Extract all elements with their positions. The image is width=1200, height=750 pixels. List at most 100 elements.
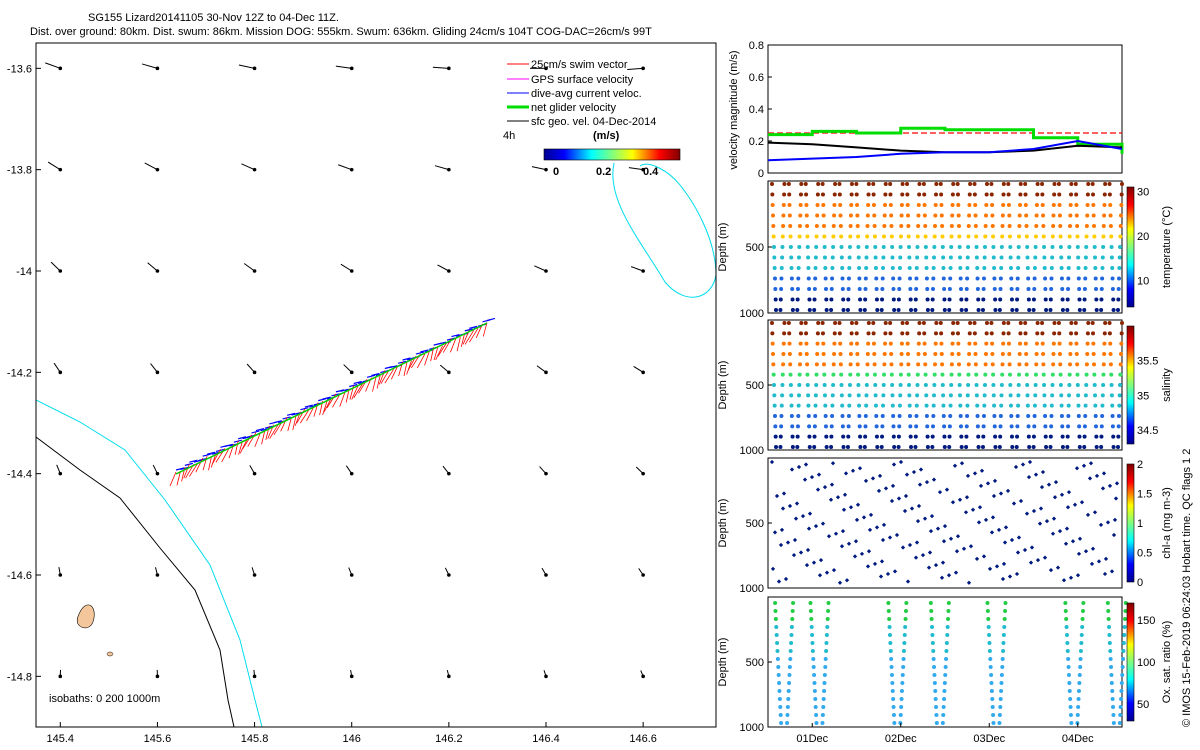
section-point — [1057, 529, 1063, 534]
section-point — [796, 266, 801, 270]
section-point — [1077, 681, 1082, 685]
section-point — [889, 234, 894, 239]
section-point — [805, 224, 810, 228]
section-point — [864, 266, 869, 270]
swim-vector — [435, 345, 443, 360]
swim-vector — [269, 424, 279, 439]
section-point — [846, 434, 851, 439]
section-point — [914, 266, 919, 270]
legend-sfc: sfc geo. vel. 04-Dec-2014 — [531, 116, 656, 128]
section-point — [810, 649, 815, 653]
section-point — [899, 224, 904, 228]
section-point — [914, 287, 919, 291]
section-point — [883, 486, 889, 491]
section-point — [848, 234, 853, 239]
section-point — [804, 331, 809, 336]
section-point — [1002, 625, 1007, 629]
velocity-arrow-base — [641, 573, 645, 577]
section-point — [973, 213, 978, 218]
section-point — [991, 393, 996, 398]
section-point — [1040, 182, 1045, 186]
section-point — [996, 527, 1002, 533]
section-point — [771, 213, 775, 218]
section-point — [1084, 362, 1089, 367]
velocity-arrow — [434, 165, 449, 171]
section-point — [924, 414, 929, 418]
legend-swim: 25cm/s swim vector — [531, 59, 628, 71]
section-point — [886, 609, 891, 613]
section-point — [905, 341, 910, 346]
section-point — [795, 445, 800, 449]
section-point — [932, 255, 937, 260]
section-point — [1107, 321, 1112, 325]
velocity-frame — [767, 44, 1123, 174]
section-point — [947, 308, 952, 312]
section-point — [992, 414, 997, 418]
section-point — [795, 424, 800, 429]
section-point — [1121, 641, 1126, 645]
section-point — [975, 414, 980, 418]
section-point — [1058, 372, 1063, 377]
section-point — [894, 532, 900, 538]
section-point — [772, 245, 776, 249]
section-point — [880, 276, 885, 281]
section-point — [888, 182, 893, 186]
section-point — [972, 331, 977, 336]
section-point — [877, 473, 883, 478]
section-point — [855, 362, 860, 367]
section-point — [890, 403, 895, 408]
section-point — [1024, 224, 1029, 228]
section-point — [966, 224, 971, 228]
section-point — [1074, 203, 1079, 207]
velocity-arrow — [627, 67, 644, 70]
section-point — [1017, 362, 1022, 367]
section-point — [881, 255, 886, 260]
section-point — [908, 434, 913, 439]
section-point — [772, 255, 777, 260]
section-point — [807, 287, 812, 291]
section-point — [854, 192, 859, 197]
section-point — [1050, 531, 1056, 536]
section-point — [1083, 549, 1089, 554]
section-point — [841, 507, 847, 512]
dac-vector — [300, 407, 309, 411]
section-point — [873, 403, 878, 408]
swim-vector — [280, 417, 288, 432]
section-point — [913, 434, 918, 439]
section-point — [1116, 434, 1121, 439]
section-point — [1069, 321, 1074, 325]
section-point — [780, 506, 786, 511]
section-point — [876, 488, 882, 494]
section-point — [778, 297, 783, 302]
section-point — [1063, 541, 1069, 546]
section-point — [955, 192, 960, 197]
section-point — [814, 383, 819, 387]
section-point — [1116, 445, 1120, 449]
section-point — [908, 424, 913, 429]
section-point — [1110, 403, 1115, 408]
section-point — [1111, 445, 1116, 449]
section-point — [1034, 352, 1039, 356]
section-point — [904, 601, 909, 605]
swim-vector — [221, 447, 230, 463]
colorbar-tick-0: 0 — [553, 166, 559, 178]
section-point — [1033, 245, 1038, 249]
section-point — [908, 287, 913, 291]
section-point — [1108, 649, 1113, 653]
velocity-arrow-base — [349, 66, 354, 71]
section-point — [883, 192, 888, 197]
swim-vector — [287, 416, 292, 432]
section-point — [983, 362, 988, 367]
section-point — [874, 414, 879, 418]
section-point — [1057, 331, 1062, 336]
section-point — [1008, 266, 1013, 270]
section-point — [1033, 383, 1038, 387]
section-point — [1043, 276, 1048, 281]
section-point — [839, 393, 844, 398]
section-point — [1008, 393, 1013, 398]
section-point — [987, 633, 992, 637]
section-point — [857, 424, 862, 429]
section-point — [991, 372, 996, 377]
section-point — [1069, 331, 1074, 336]
section-point — [1001, 641, 1006, 645]
